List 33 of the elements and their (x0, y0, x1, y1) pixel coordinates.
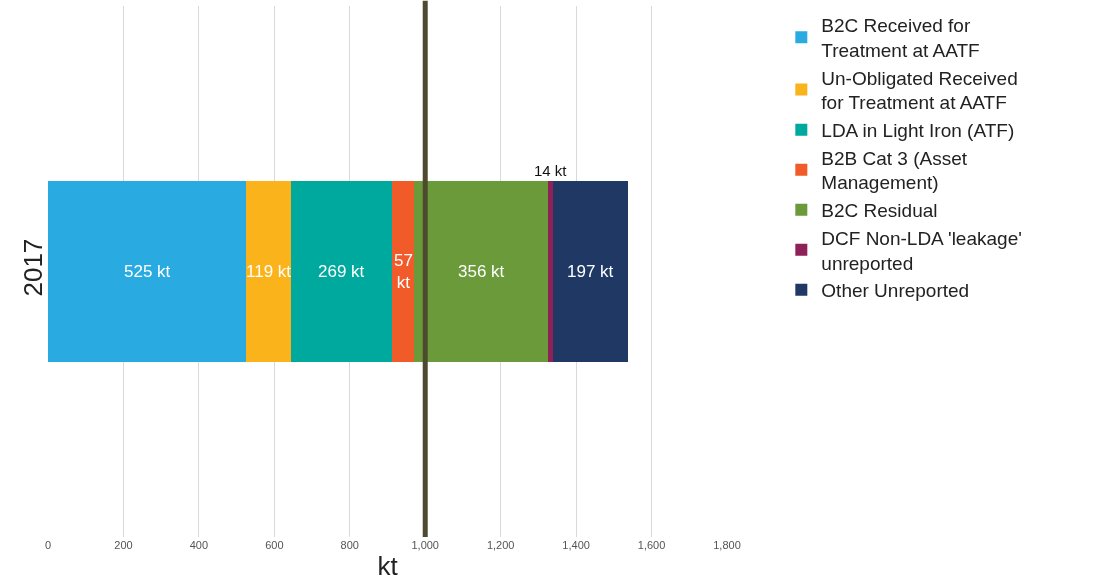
bar (246, 181, 291, 362)
legend-label: DCF Non-LDA 'leakage' unreported (821, 227, 1022, 274)
x-tick-label: 1,200 (486, 539, 515, 551)
legend-label: Other Unreported (821, 280, 970, 302)
bar (548, 181, 554, 362)
legend-label: Un-Obligated Received for Treatment at AATF (821, 67, 1018, 114)
x-tick-label: 1,400 (562, 539, 590, 551)
bar (413, 181, 549, 362)
legend-label: B2C Residual (821, 200, 938, 222)
x-tick-label: 800 (340, 539, 359, 551)
bar (48, 181, 247, 362)
bar (290, 181, 393, 362)
x-tick-label: 400 (189, 539, 209, 551)
x-tick-label: 200 (114, 539, 133, 551)
data-label: 14 kt (534, 162, 568, 179)
legend-label: B2B Cat 3 (Asset Management) (821, 147, 968, 194)
data-label: 356 kt (458, 262, 505, 281)
x-tick-label: 600 (265, 539, 284, 551)
data-label: 57 kt (394, 251, 413, 293)
legend-label: LDA in Light Iron (ATF) (821, 120, 1015, 142)
bar (392, 181, 414, 362)
data-label: 119 kt (246, 262, 292, 281)
x-tick-label: 1,000 (411, 539, 439, 551)
bar (553, 181, 628, 362)
x-tick-label: 0 (44, 539, 52, 551)
y-tick-label: 2017 (17, 238, 48, 297)
x-tick-label: 1,600 (637, 539, 666, 551)
data-label: 197 kt (567, 262, 614, 281)
legend-label: B2C Received for Treatment at AATF (821, 15, 980, 61)
x-tick-label: 1,800 (713, 539, 741, 551)
data-label: 269 kt (318, 262, 365, 281)
data-label: 525 kt (124, 262, 171, 281)
x-axis-title: kt (377, 550, 399, 581)
